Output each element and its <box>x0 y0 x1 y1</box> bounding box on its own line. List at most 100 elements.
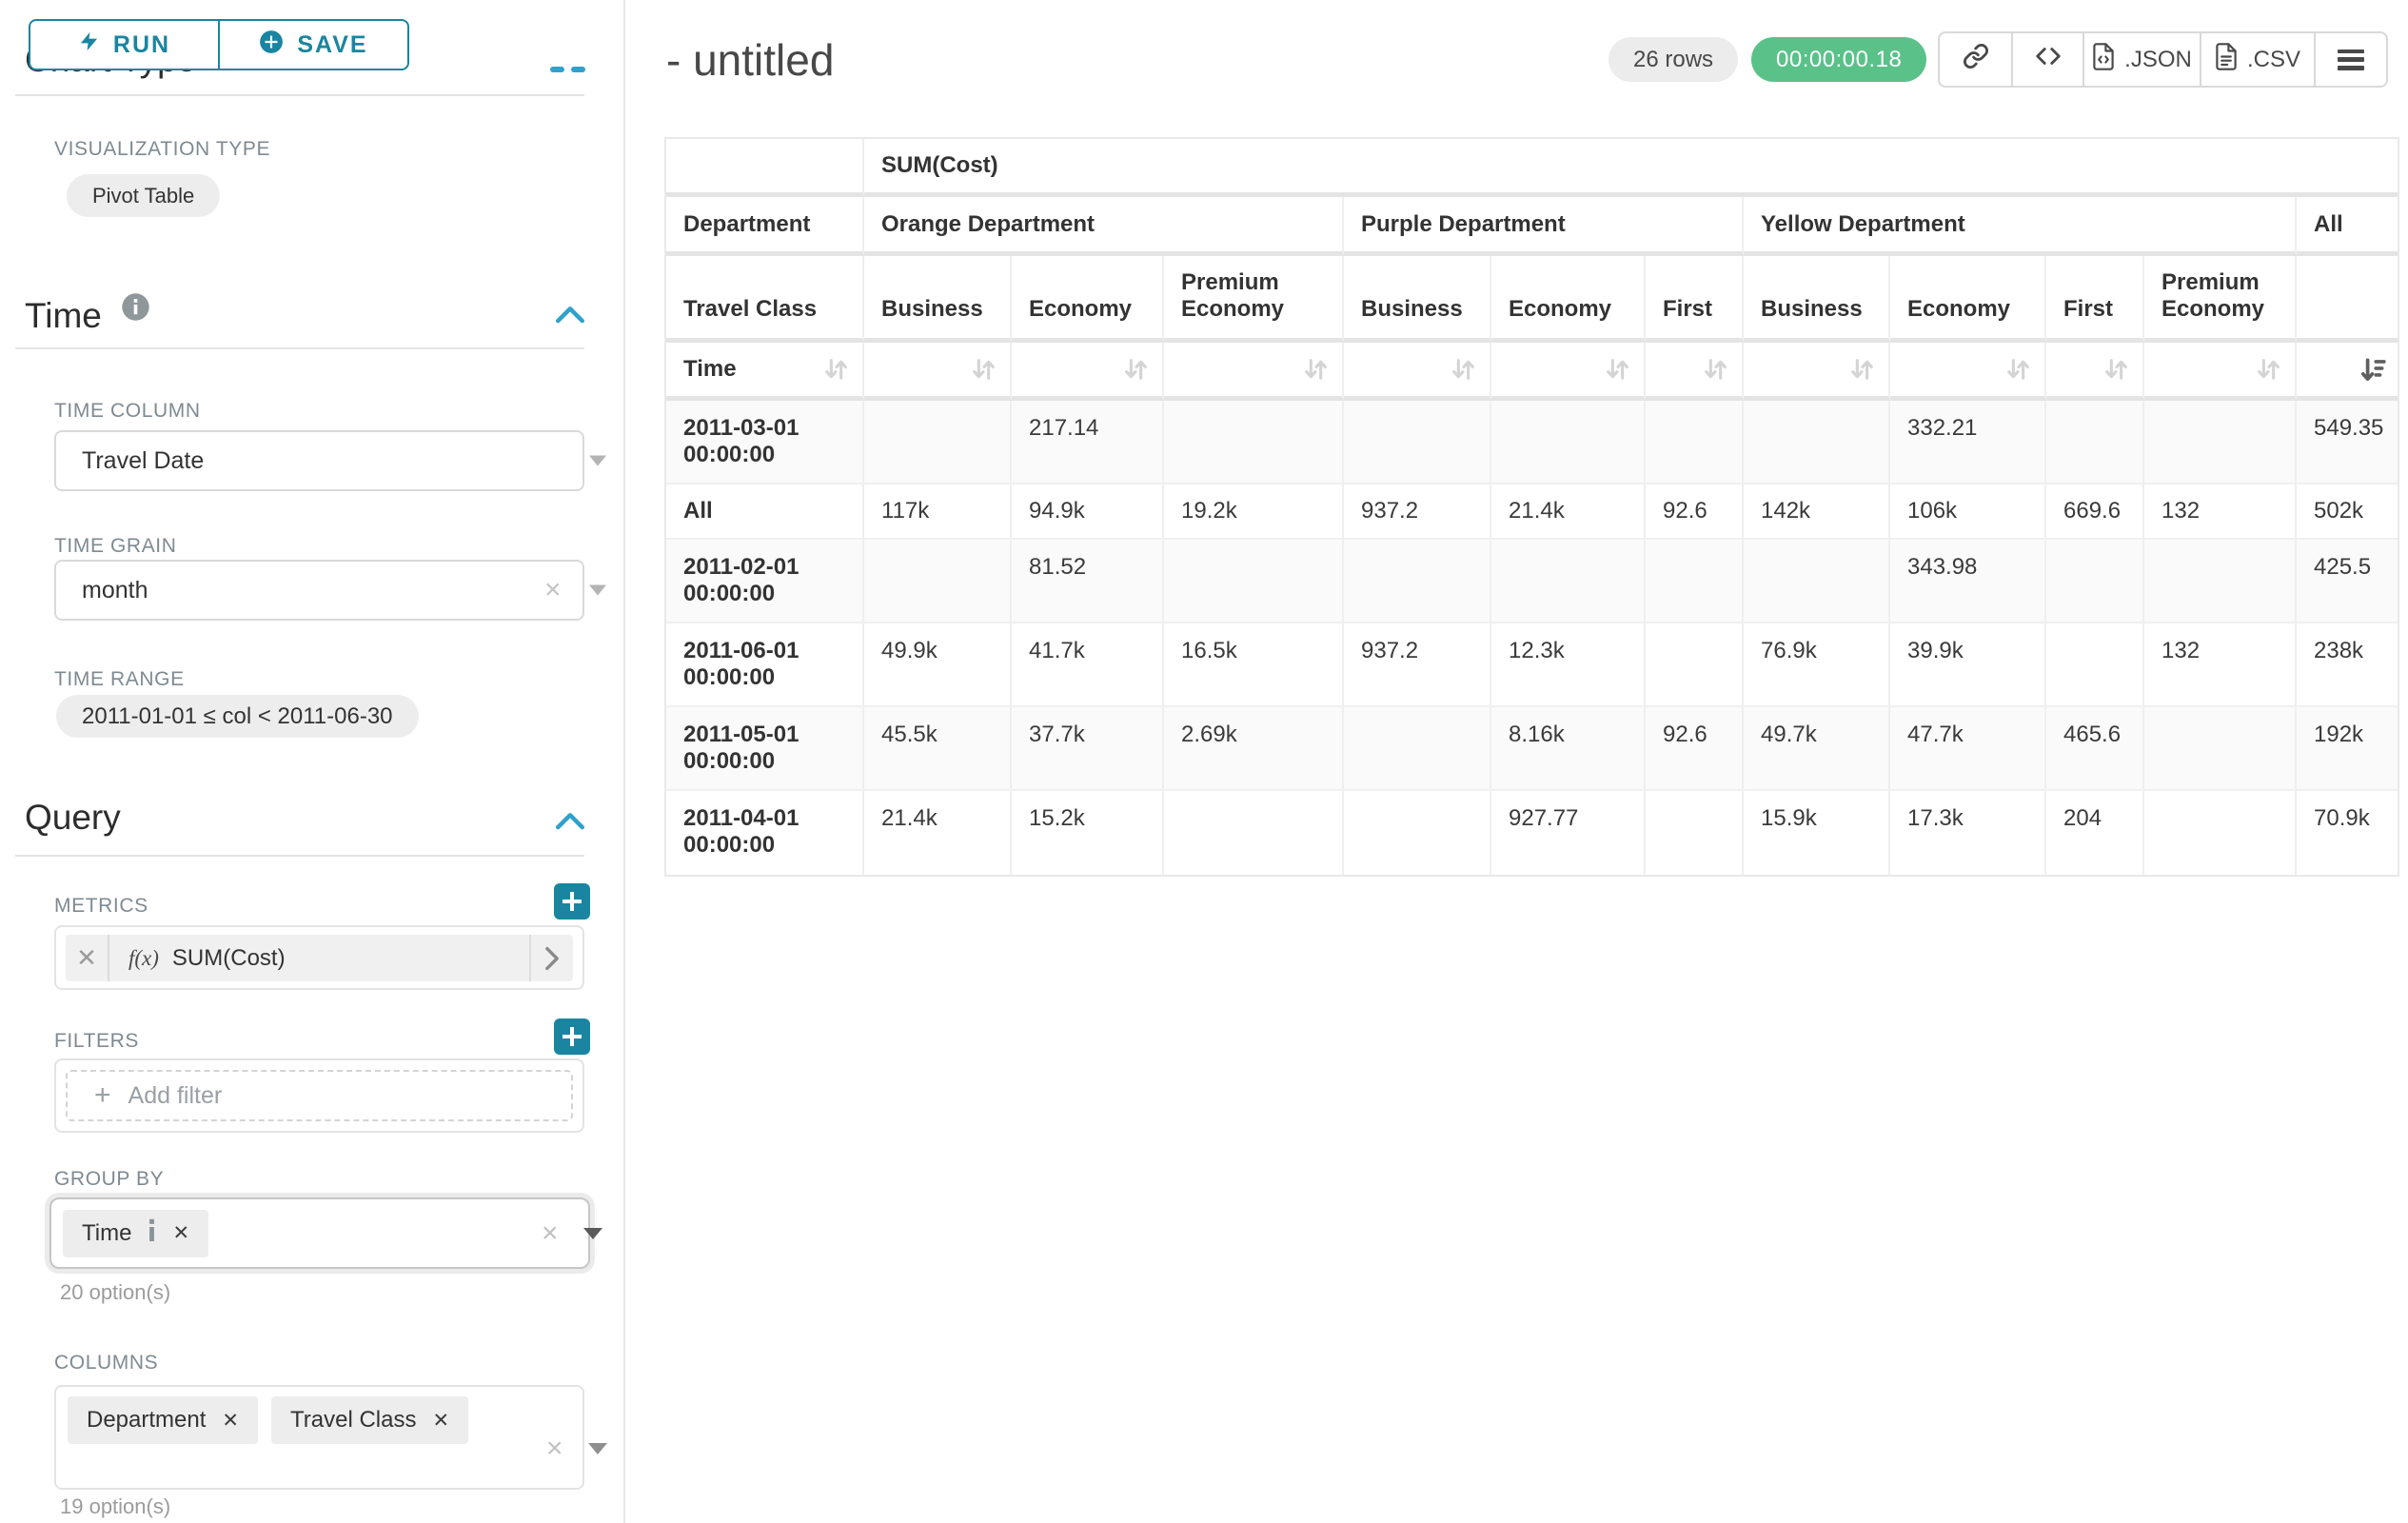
time-range-pill[interactable]: 2011-01-01 ≤ col < 2011-06-30 <box>56 695 419 738</box>
column-sort-icon[interactable] <box>2144 343 2297 401</box>
column-sort-icon[interactable] <box>1344 343 1491 401</box>
pivot-group-header: Purple Department <box>1344 197 1744 256</box>
chevron-down-icon <box>589 584 606 596</box>
export-csv-button[interactable]: .CSV <box>2200 33 2314 86</box>
export-json-button[interactable]: .JSON <box>2082 33 2200 86</box>
pivot-cell: 8.16k <box>1491 707 1646 791</box>
pivot-cell <box>1164 401 1344 485</box>
column-sort-icon[interactable] <box>1646 343 1744 401</box>
more-options-button[interactable] <box>2314 33 2386 86</box>
group-by-select[interactable]: Time ✕ × <box>49 1197 602 1269</box>
lightning-icon <box>78 29 100 61</box>
columns-select[interactable]: Department ✕ Travel Class ✕ × <box>54 1385 607 1490</box>
metric-item[interactable]: ✕ f(x) SUM(Cost) <box>66 935 573 981</box>
columns-tag-label: Travel Class <box>290 1407 417 1433</box>
pivot-table: SUM(Cost) Department Orange Department Purp… <box>664 137 2400 877</box>
pivot-time-sort-header[interactable]: Time <box>666 343 864 401</box>
remove-tag-icon[interactable]: ✕ <box>222 1409 239 1432</box>
pivot-cell: 16.5k <box>1164 623 1344 707</box>
expand-metric-icon[interactable] <box>529 935 573 981</box>
group-by-tags: Time ✕ <box>63 1209 209 1257</box>
pivot-cell <box>1491 540 1646 623</box>
column-sort-icon[interactable] <box>1012 343 1164 401</box>
pivot-corner-cell <box>666 139 864 197</box>
pivot-cell <box>2144 707 2297 791</box>
remove-tag-icon[interactable]: ✕ <box>172 1222 190 1244</box>
column-sort-icon[interactable] <box>1491 343 1646 401</box>
time-grain-label: TIME GRAIN <box>54 535 177 557</box>
plus-circle-icon <box>259 30 284 61</box>
clear-icon[interactable]: × <box>546 1433 563 1464</box>
group-by-option-count: 20 option(s) <box>60 1280 171 1304</box>
clear-icon[interactable]: × <box>544 574 562 605</box>
pivot-cell <box>1491 401 1646 485</box>
view-query-button[interactable] <box>2011 33 2082 86</box>
column-sort-icon[interactable] <box>2297 343 2398 401</box>
columns-tags: Department ✕ Travel Class ✕ <box>68 1396 469 1444</box>
pivot-class-header: Premium Economy <box>1164 256 1344 343</box>
pivot-cell: 92.6 <box>1646 707 1744 791</box>
pivot-cell <box>2144 791 2297 875</box>
columns-tag[interactable]: Department ✕ <box>68 1396 258 1444</box>
column-sort-icon[interactable] <box>1744 343 1890 401</box>
pivot-cell <box>2046 401 2144 485</box>
group-by-tag[interactable]: Time ✕ <box>63 1209 209 1257</box>
columns-tag[interactable]: Travel Class ✕ <box>271 1396 469 1444</box>
collapse-query-icon[interactable] <box>554 809 586 837</box>
pivot-cell: 15.2k <box>1012 791 1164 875</box>
pivot-department-label: Department <box>666 197 864 256</box>
viz-type-pill[interactable]: Pivot Table <box>67 174 221 217</box>
divider <box>15 347 584 349</box>
column-sort-icon[interactable] <box>864 343 1012 401</box>
run-button[interactable]: RUN <box>30 21 218 69</box>
add-filter-label: Add filter <box>128 1081 223 1109</box>
pivot-cell: 343.98 <box>1890 540 2046 623</box>
time-column-value: Travel Date <box>82 446 205 474</box>
divider <box>15 94 584 96</box>
save-button[interactable]: SAVE <box>218 21 407 69</box>
pivot-class-header: Economy <box>1890 256 2046 343</box>
pivot-cell <box>1344 540 1491 623</box>
menu-icon <box>2338 49 2364 70</box>
pivot-cell: 2.69k <box>1164 707 1344 791</box>
clipped-icon <box>571 67 585 72</box>
filters-control: + Add filter <box>54 1058 584 1133</box>
column-sort-icon[interactable] <box>1890 343 2046 401</box>
pivot-cell: 81.52 <box>1012 540 1164 623</box>
remove-tag-icon[interactable]: ✕ <box>432 1409 450 1432</box>
column-sort-icon[interactable] <box>2046 343 2144 401</box>
pivot-cell: 132 <box>2144 623 2297 707</box>
add-filter-button[interactable]: + Add filter <box>66 1070 573 1121</box>
column-sort-icon[interactable] <box>1164 343 1344 401</box>
pivot-row-header: 2011-03-01 00:00:00 <box>666 401 864 485</box>
chart-title[interactable]: - untitled <box>666 35 835 85</box>
chevron-down-icon <box>582 1227 602 1239</box>
pivot-row: 2011-02-01 00:00:00 81.52 343.98 425.5 <box>666 540 2398 623</box>
metrics-label: METRICS <box>54 895 148 917</box>
file-code-icon <box>2092 42 2115 77</box>
pivot-row-header: 2011-06-01 00:00:00 <box>666 623 864 707</box>
remove-metric-icon[interactable]: ✕ <box>66 935 109 981</box>
run-save-button-group: RUN SAVE <box>29 19 409 70</box>
time-grain-select[interactable]: month × <box>54 560 606 621</box>
pivot-cell: 45.5k <box>864 707 1012 791</box>
pivot-cell <box>1744 401 1890 485</box>
info-icon <box>121 290 150 330</box>
export-button-group: .JSON .CSV <box>1938 31 2388 88</box>
pivot-cell: 549.35 <box>2297 401 2398 485</box>
time-section-title: Time <box>25 290 150 336</box>
add-metric-button[interactable] <box>554 883 590 920</box>
collapse-time-icon[interactable] <box>554 303 586 330</box>
save-button-label: SAVE <box>297 30 368 58</box>
time-column-select[interactable]: Travel Date <box>54 430 606 491</box>
pivot-cell <box>2144 540 2297 623</box>
pivot-cell <box>1344 401 1491 485</box>
clear-icon[interactable]: × <box>542 1216 559 1249</box>
pivot-cell <box>1646 791 1744 875</box>
filters-label: FILTERS <box>54 1030 139 1052</box>
pivot-cell <box>1646 623 1744 707</box>
add-filter-plus-button[interactable] <box>554 1019 590 1055</box>
file-text-icon <box>2215 42 2238 77</box>
share-link-button[interactable] <box>1940 33 2011 86</box>
pivot-cell: 49.7k <box>1744 707 1890 791</box>
